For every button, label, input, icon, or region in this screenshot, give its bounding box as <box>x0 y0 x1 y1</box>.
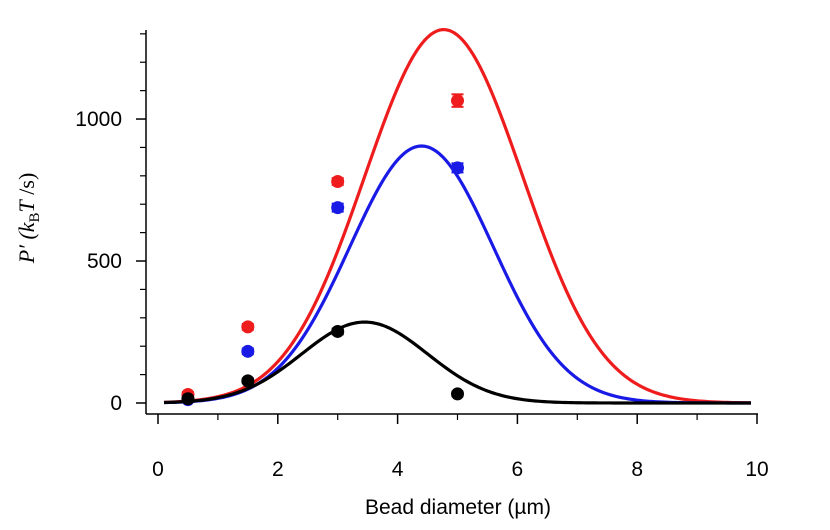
x-tick-label: 10 <box>745 458 768 481</box>
y-tick-label: 0 <box>110 392 122 415</box>
plot-area <box>163 28 752 407</box>
data-point <box>181 392 195 406</box>
series-1 <box>163 144 752 407</box>
data-point <box>241 320 255 334</box>
data-point <box>331 324 345 338</box>
fit-curve <box>163 144 752 405</box>
fit-curve <box>163 320 752 405</box>
data-point <box>241 374 255 388</box>
series-0 <box>163 28 752 405</box>
x-tick-label: 4 <box>392 458 404 481</box>
data-point <box>331 201 345 215</box>
y-tick-label: 1000 <box>75 108 122 131</box>
data-point <box>331 175 345 189</box>
data-point <box>451 387 464 401</box>
x-axis-label: Bead diameter (µm) <box>365 496 551 519</box>
x-tick-label: 2 <box>272 458 284 481</box>
data-point <box>451 161 464 175</box>
x-tick-label: 0 <box>152 458 164 481</box>
y-axis-label: P′ (kBT /s) <box>14 173 43 265</box>
data-point <box>451 94 464 108</box>
fit-curve <box>163 28 752 405</box>
y-tick-label: 500 <box>87 250 122 273</box>
x-tick-label: 8 <box>631 458 643 481</box>
x-axis: 0 2 4 6 8 10 Bead diameter (µm) <box>146 413 769 519</box>
series-2 <box>163 320 752 406</box>
y-axis: 0 500 1000 P′ (kBT /s) <box>14 30 147 415</box>
data-point <box>241 344 255 358</box>
x-tick-label: 6 <box>512 458 524 481</box>
